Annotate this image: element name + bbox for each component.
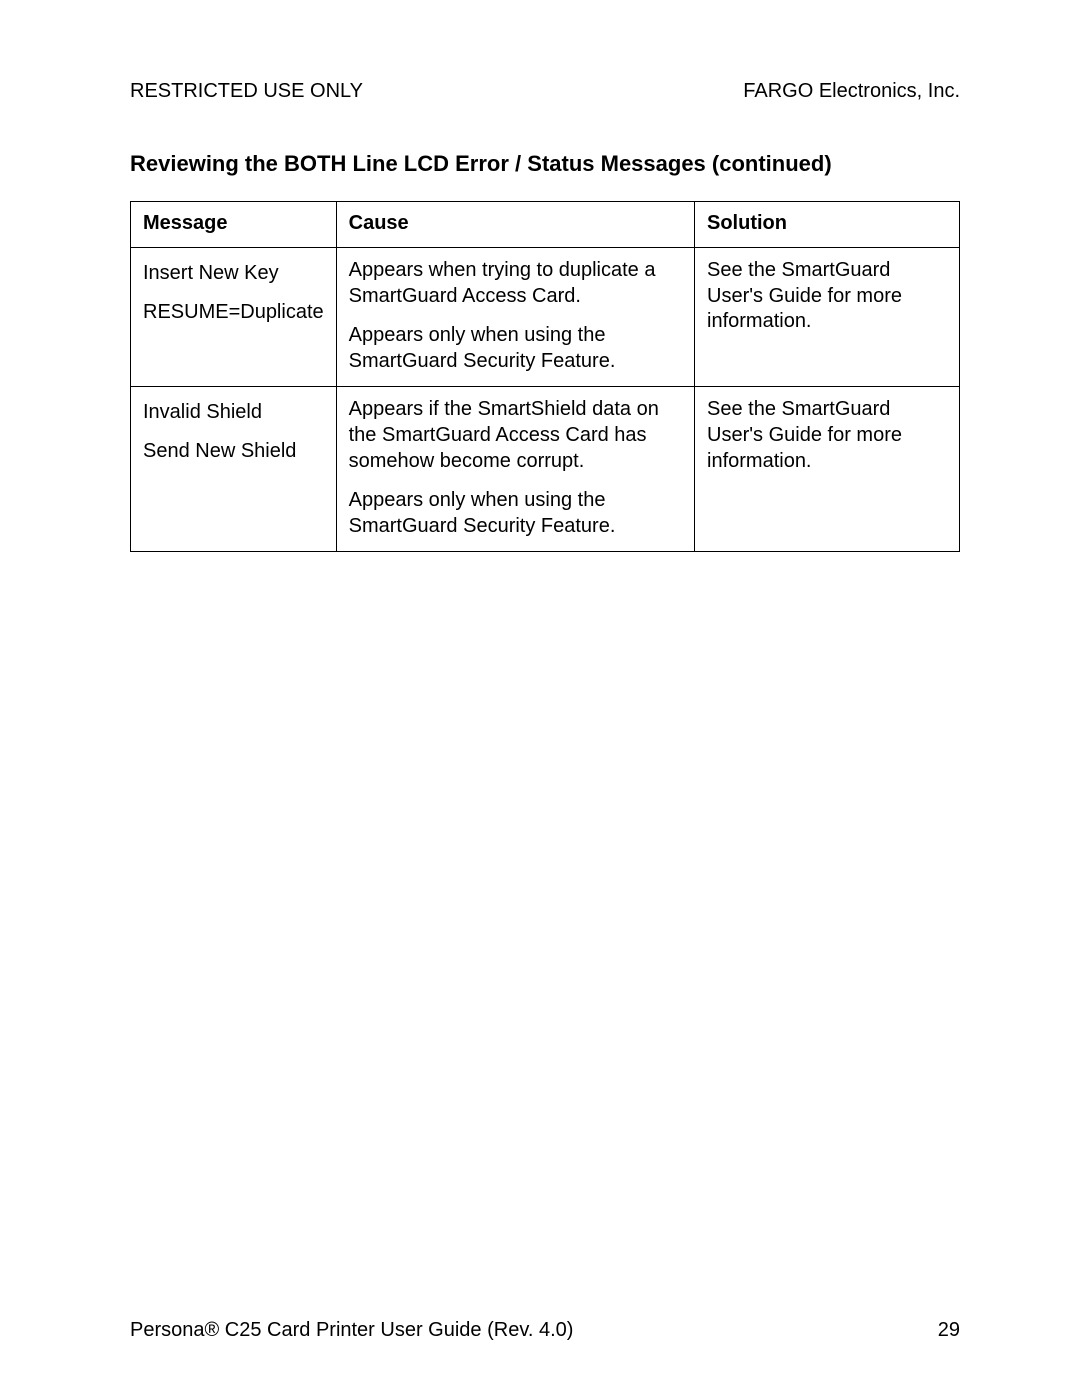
error-status-table: Message Cause Solution Insert New Key RE… xyxy=(130,201,960,552)
message-line: RESUME=Duplicate xyxy=(143,297,324,328)
col-header-cause: Cause xyxy=(336,202,694,248)
cause-paragraph: Appears only when using the SmartGuard S… xyxy=(349,488,682,539)
header-right: FARGO Electronics, Inc. xyxy=(743,80,960,103)
solution-paragraph: See the SmartGuard User's Guide for more… xyxy=(707,397,947,474)
col-header-message: Message xyxy=(131,202,337,248)
section-title: Reviewing the BOTH Line LCD Error / Stat… xyxy=(130,151,960,177)
header-left: RESTRICTED USE ONLY xyxy=(130,80,363,103)
cause-paragraph: Appears only when using the SmartGuard S… xyxy=(349,323,682,374)
page-header: RESTRICTED USE ONLY FARGO Electronics, I… xyxy=(130,80,960,103)
table-row: Insert New Key RESUME=Duplicate Appears … xyxy=(131,248,960,387)
message-line: Invalid Shield xyxy=(143,397,324,428)
page-footer: Persona® C25 Card Printer User Guide (Re… xyxy=(130,1319,960,1342)
solution-paragraph: See the SmartGuard User's Guide for more… xyxy=(707,258,947,335)
message-line: Send New Shield xyxy=(143,436,324,467)
cell-cause: Appears when trying to duplicate a Smart… xyxy=(336,248,694,387)
cause-paragraph: Appears if the SmartShield data on the S… xyxy=(349,397,682,474)
footer-left: Persona® C25 Card Printer User Guide (Re… xyxy=(130,1319,573,1342)
cell-solution: See the SmartGuard User's Guide for more… xyxy=(695,248,960,387)
col-header-solution: Solution xyxy=(695,202,960,248)
cause-paragraph: Appears when trying to duplicate a Smart… xyxy=(349,258,682,309)
cell-message: Invalid Shield Send New Shield xyxy=(131,387,337,552)
cell-message: Insert New Key RESUME=Duplicate xyxy=(131,248,337,387)
table-row: Invalid Shield Send New Shield Appears i… xyxy=(131,387,960,552)
cell-cause: Appears if the SmartShield data on the S… xyxy=(336,387,694,552)
page: RESTRICTED USE ONLY FARGO Electronics, I… xyxy=(0,0,1080,1397)
table-header-row: Message Cause Solution xyxy=(131,202,960,248)
footer-page-number: 29 xyxy=(938,1319,960,1342)
message-line: Insert New Key xyxy=(143,258,324,289)
cell-solution: See the SmartGuard User's Guide for more… xyxy=(695,387,960,552)
